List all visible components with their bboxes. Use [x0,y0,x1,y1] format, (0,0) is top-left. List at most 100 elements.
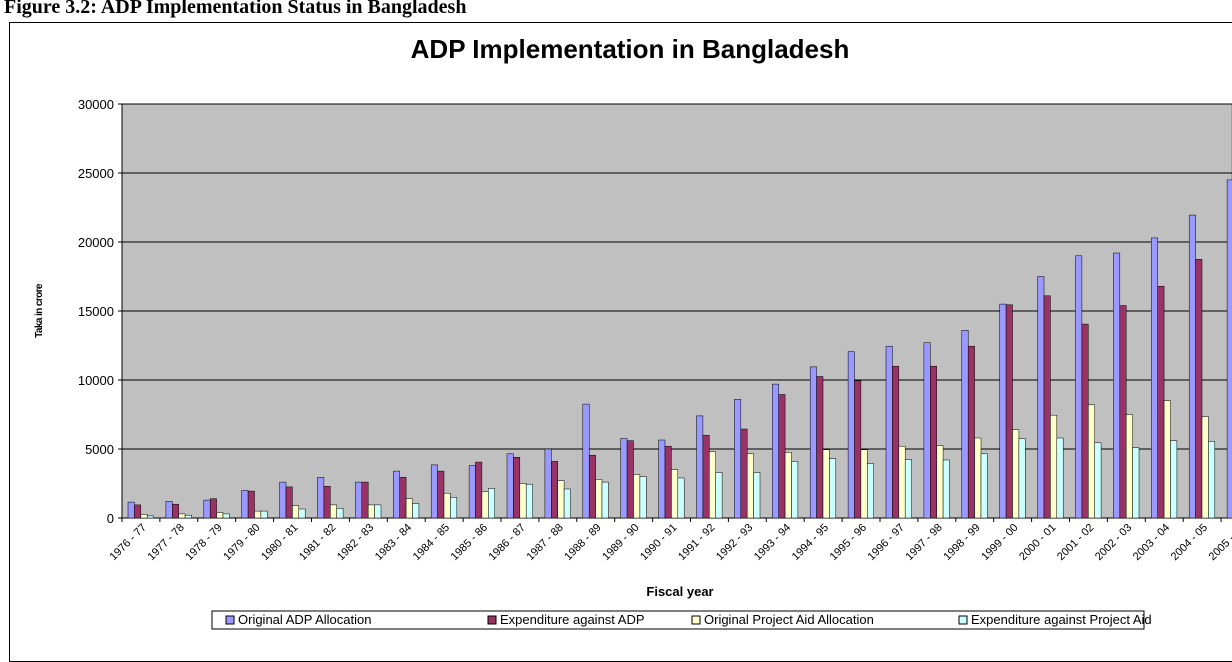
x-tick-label: 2005 - 06 [1207,522,1232,563]
bar [399,477,407,519]
bar [772,383,779,519]
bar [1201,416,1209,519]
bar [1132,447,1140,519]
bar [671,469,679,519]
bar [1056,437,1064,519]
x-tick-label: 1999 - 00 [979,522,1020,563]
legend-label: Expenditure against ADP [500,612,645,627]
bar [847,351,855,519]
bar [892,365,900,519]
bar [1119,305,1127,519]
bar [1125,414,1133,519]
bar [544,448,552,519]
legend-swatch [958,615,968,625]
x-tick-label: 1994 - 95 [790,522,831,563]
bar [936,445,944,519]
bar [1081,323,1089,519]
bar [898,445,906,519]
bar [254,510,262,519]
bar [1050,414,1058,519]
bar [165,501,173,519]
x-tick-label: 1986 - 87 [487,522,528,563]
x-tick-label: 1979 - 80 [221,522,262,563]
x-tick-label: 2002 - 03 [1093,522,1134,563]
bar [753,472,761,519]
bar [209,498,217,519]
bar [740,428,748,519]
bar [930,365,937,519]
bar [336,508,344,519]
y-tick-label: 0 [107,511,114,526]
chart-title: ADP Implementation in Bangladesh [411,34,850,64]
bar [519,483,527,519]
bar [1157,285,1165,519]
chart: ADP Implementation in Bangladesh 0 5000 10… [34,34,1232,630]
bar [664,445,672,519]
bar [784,452,792,519]
bar [633,474,641,519]
y-tick-label: 30000 [78,97,114,112]
bar [279,481,287,519]
bar [980,453,988,519]
bar [367,504,375,519]
bar [816,376,824,519]
bar [904,459,912,519]
x-tick-label: 1995 - 96 [828,522,869,563]
bar [1005,304,1013,519]
bar [437,470,445,519]
bar [999,303,1007,519]
bar [172,503,179,519]
bar [488,488,495,519]
bar [178,513,186,519]
bar [746,453,754,519]
bar [1037,276,1045,519]
bar [1151,237,1158,519]
bar [374,504,382,519]
bar [285,486,293,519]
bar [778,394,786,519]
x-tick-label: 1997 - 98 [903,522,944,563]
bar [696,415,704,519]
bar [563,488,571,519]
bar [974,437,982,519]
x-tick-label: 2000 - 01 [1017,522,1058,563]
bar [967,345,975,519]
bar [809,366,817,519]
x-tick-label: 1993 - 94 [752,522,793,563]
bar [1195,259,1203,519]
legend-label: Original ADP Allocation [238,612,371,627]
bar [1226,179,1232,519]
bar [1113,252,1121,519]
bar [292,505,300,519]
x-tick-label: 1988 - 89 [562,522,603,563]
bar [1088,404,1095,519]
y-tick-label: 5000 [85,442,114,457]
bar [247,490,255,519]
bar [203,499,211,519]
bar [620,438,628,519]
legend-label: Original Project Aid Allocation [704,612,874,627]
bar [885,345,893,519]
x-tick-label: 1998 - 99 [941,522,982,563]
bar [443,492,451,519]
y-tick-label: 15000 [78,304,114,319]
x-tick-label: 1992 - 93 [714,522,755,563]
x-tick-label: 1980 - 81 [259,522,300,563]
bar [468,465,476,519]
bar [1075,255,1083,519]
bar [184,514,192,519]
bar [140,514,148,519]
x-tick-label: 1989 - 90 [600,522,641,563]
bar [1012,429,1020,519]
bar [626,440,634,519]
legend-swatch [487,615,497,625]
bar [1018,438,1026,519]
x-tick-label: 1977 - 78 [145,522,186,563]
y-axis-label: Taka in crore [34,283,45,338]
figure-caption: Figure 3.2: ADP Implementation Status in… [4,0,467,18]
x-tick-label: 1982 - 83 [335,522,376,563]
legend-swatch [225,615,235,625]
bar [582,403,590,519]
bar [677,477,685,519]
